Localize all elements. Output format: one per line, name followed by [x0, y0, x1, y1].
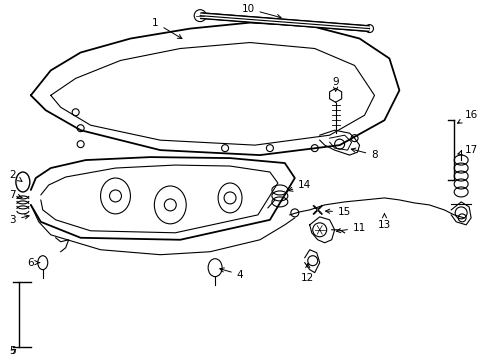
Text: 12: 12	[301, 264, 314, 283]
Text: 10: 10	[241, 4, 281, 19]
Text: 7: 7	[10, 190, 22, 200]
Text: 11: 11	[336, 223, 366, 233]
Text: 3: 3	[10, 215, 29, 225]
Text: 4: 4	[220, 268, 243, 280]
Text: 13: 13	[377, 214, 390, 230]
Text: 2: 2	[10, 170, 22, 181]
Text: 8: 8	[350, 148, 377, 160]
Text: 5: 5	[10, 346, 16, 356]
Text: 9: 9	[332, 77, 338, 91]
Text: 17: 17	[457, 145, 477, 155]
Text: 6: 6	[27, 258, 40, 268]
Text: 15: 15	[325, 207, 350, 217]
Text: 1: 1	[152, 18, 182, 39]
Text: 16: 16	[457, 110, 477, 123]
Text: 14: 14	[288, 180, 311, 191]
